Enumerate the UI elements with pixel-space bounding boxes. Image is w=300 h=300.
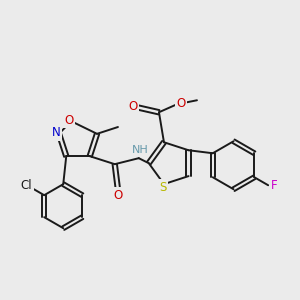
Text: O: O bbox=[64, 114, 74, 127]
Text: S: S bbox=[159, 181, 167, 194]
Text: Cl: Cl bbox=[20, 179, 32, 192]
Text: F: F bbox=[271, 179, 278, 192]
Text: O: O bbox=[113, 189, 122, 202]
Text: O: O bbox=[128, 100, 138, 113]
Text: N: N bbox=[52, 126, 60, 139]
Text: NH: NH bbox=[131, 145, 148, 155]
Text: O: O bbox=[176, 97, 186, 110]
